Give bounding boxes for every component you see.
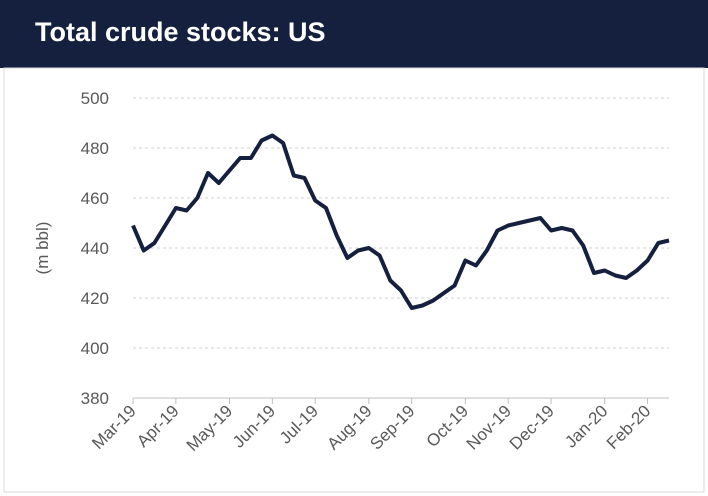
x-tick-label: Apr-19	[133, 401, 183, 451]
x-tick-label: Nov-19	[463, 401, 515, 453]
y-tick-label: 400	[81, 339, 109, 358]
x-tick-label: May-19	[183, 401, 237, 455]
y-axis-label: (m bbl)	[33, 222, 52, 275]
y-tick-label: 420	[81, 289, 109, 308]
x-tick-label: Aug-19	[323, 401, 375, 453]
x-tick-label: Dec-19	[506, 401, 558, 453]
x-tick-label: Jan-20	[561, 401, 611, 451]
data-line	[131, 133, 670, 310]
x-tick-label: Jul-19	[276, 401, 322, 447]
chart-title: Total crude stocks: US	[35, 17, 326, 47]
chart-frame	[3, 67, 705, 493]
y-tick-label: 440	[81, 239, 109, 258]
y-tick-label: 460	[81, 189, 109, 208]
x-tick-label: Mar-19	[88, 401, 140, 453]
y-tick-label: 380	[81, 389, 109, 408]
y-tick-label: 500	[81, 89, 109, 108]
x-tick-label: Sep-19	[366, 401, 418, 453]
x-tick-label: Feb-20	[603, 401, 655, 453]
x-tick-label: Oct-19	[423, 401, 473, 451]
header-bar	[0, 0, 708, 68]
y-tick-label: 480	[81, 139, 109, 158]
x-tick-label: Jun-19	[229, 401, 279, 451]
